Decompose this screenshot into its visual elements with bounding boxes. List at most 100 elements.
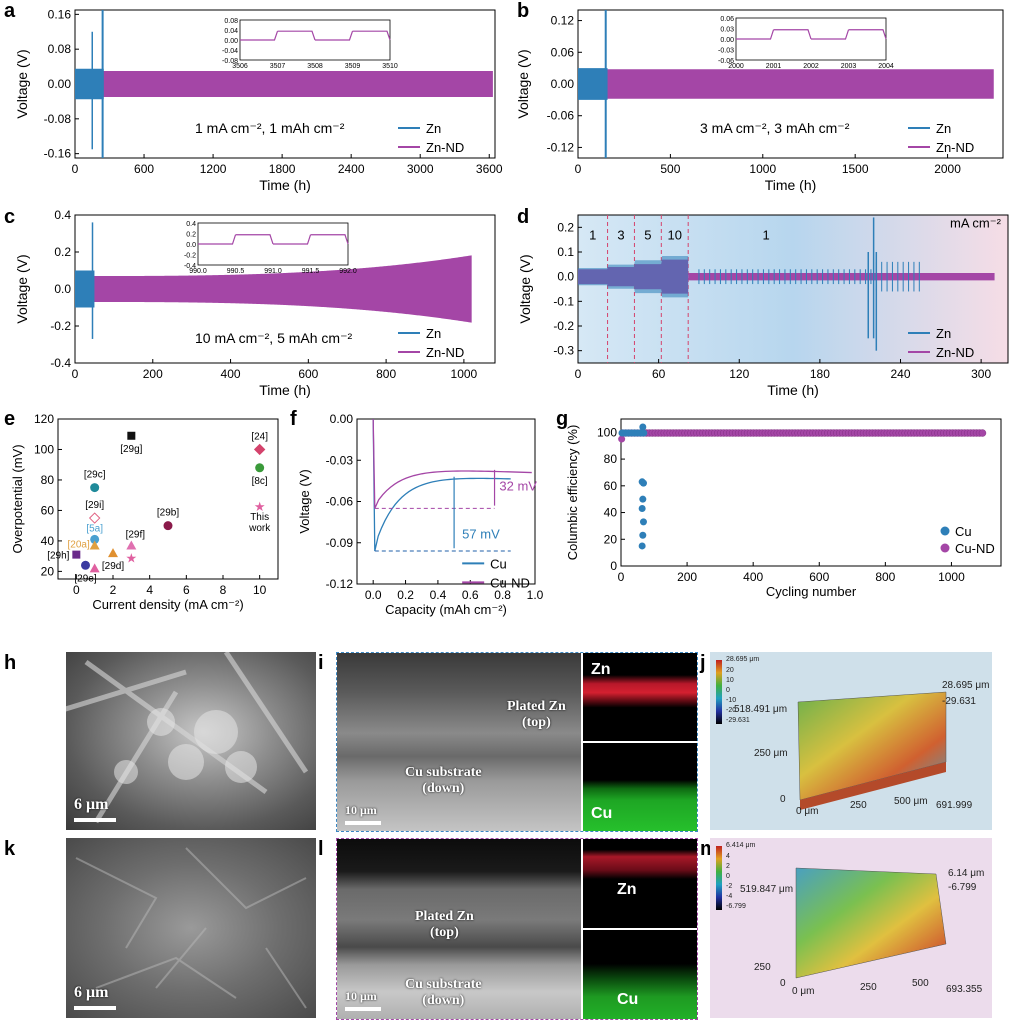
legend-label: Cu-ND xyxy=(955,541,995,556)
panel-label-a: a xyxy=(4,0,16,22)
eds-label-i-cu: Cu xyxy=(591,805,613,822)
label-j-zmax: 28.695 μm xyxy=(942,680,990,691)
data-point xyxy=(90,534,100,544)
x-tick-label: 120 xyxy=(729,367,749,381)
label-i-top: Plated Zn (top) xyxy=(507,699,566,730)
y-axis-label: Voltage (V) xyxy=(14,49,30,118)
inset-x-tick: 992.0 xyxy=(339,268,357,275)
eds-label-l-cu: Cu xyxy=(617,991,639,1008)
y-tick-label: -0.12 xyxy=(326,577,354,591)
series-zn-nd-band xyxy=(578,69,994,99)
y-tick-label: 0.06 xyxy=(551,45,575,59)
label-j-y: 518.491 μm xyxy=(734,704,788,715)
y-tick-label: 0.2 xyxy=(54,245,71,259)
inset-x-tick: 2003 xyxy=(841,63,857,70)
chart-c: 0 200 400 600 800 1000 0.4 0.2 0.0 -0.2 -0.4 Time (… xyxy=(14,208,496,398)
y-tick-label: 80 xyxy=(41,473,55,487)
data-point xyxy=(255,463,265,473)
x-tick-label: 8 xyxy=(220,583,227,597)
label-m-o: 0 xyxy=(780,978,786,989)
point-label: [29b] xyxy=(157,508,179,519)
y-tick-label: -0.2 xyxy=(553,319,574,333)
y-axis-label: Voltage (V) xyxy=(14,254,30,323)
x-tick-label: 0 xyxy=(575,367,582,381)
data-point: ★ xyxy=(254,499,266,514)
ce-point-cu xyxy=(639,495,647,503)
ce-point-cu-nd xyxy=(618,435,626,443)
cb-label-m-2: 2 xyxy=(726,863,730,870)
scale-label-l: 10 μm xyxy=(345,989,377,1003)
inset-y-tick: 0.4 xyxy=(186,221,196,228)
y-tick-label: -0.06 xyxy=(547,109,575,123)
point-label: [29f] xyxy=(126,529,146,540)
x-tick-label: 600 xyxy=(809,570,829,584)
x-tick-label: 400 xyxy=(221,367,241,381)
rate-label: 5 xyxy=(644,228,651,243)
label-j-o: 0 xyxy=(780,794,786,805)
point-label: [20a] xyxy=(68,539,90,550)
x-tick-label: 1200 xyxy=(200,162,227,176)
inset-y-tick: 0.08 xyxy=(224,18,238,25)
inset-y-tick: 0.00 xyxy=(224,38,238,45)
label-m-x1: 250 xyxy=(860,982,877,993)
scale-bar-k xyxy=(74,1006,116,1010)
eds-map-i-zn xyxy=(583,653,697,741)
cb-label-j-0: 28.695 μm xyxy=(726,656,760,663)
panel-label-j: j xyxy=(700,652,706,674)
inset-y-tick: -0.04 xyxy=(222,48,238,55)
panel-label-i: i xyxy=(318,652,324,674)
sem-image-l: Plated Zn (top) Cu substrate (down) 10 μ… xyxy=(336,838,698,1020)
x-tick-label: 2 xyxy=(110,583,117,597)
colorbar-m xyxy=(716,846,722,910)
label-i-down: Cu substrate (down) xyxy=(405,765,482,796)
point-label: [29i] xyxy=(85,500,104,511)
y-tick-label: 0.16 xyxy=(48,7,72,21)
inset-y-tick: 0.04 xyxy=(224,28,238,35)
legend-label: Zn xyxy=(936,121,951,136)
x-tick-label: 1000 xyxy=(451,367,478,381)
inset-line xyxy=(736,29,887,40)
y-tick-label: 0.00 xyxy=(551,77,575,91)
x-tick-label: 0.0 xyxy=(365,588,382,602)
inset-x-tick: 2004 xyxy=(878,63,894,70)
y-tick-label: 100 xyxy=(597,425,617,439)
inset-y-tick: -0.03 xyxy=(718,48,734,55)
y-tick-label: 0.4 xyxy=(54,208,71,222)
inset-y-tick: -0.2 xyxy=(184,253,196,260)
legend-label: Zn xyxy=(426,326,441,341)
y-axis-label: Voltage (V) xyxy=(515,49,531,118)
y-tick-label: -0.1 xyxy=(553,294,574,308)
ce-point-cu xyxy=(638,478,646,486)
scale-bar-h xyxy=(74,818,116,822)
data-point xyxy=(88,512,101,524)
chart-f: 0.0 0.2 0.4 0.6 0.8 1.0 0.00 -0.03 -0.06 -0.09 -0.… xyxy=(297,412,544,617)
x-tick-label: 800 xyxy=(376,367,396,381)
label-m-x3: 693.355 xyxy=(946,984,983,995)
inset-y-tick: 0.0 xyxy=(186,242,196,249)
point-label: [29h] xyxy=(47,551,69,562)
inset-x-tick: 2001 xyxy=(766,63,782,70)
legend-label: Cu-ND xyxy=(490,575,530,590)
x-tick-label: 0.4 xyxy=(430,588,447,602)
point-label: [29d] xyxy=(102,561,124,572)
x-tick-label: 240 xyxy=(890,367,910,381)
cb-label-m-4: -2 xyxy=(726,883,733,890)
x-tick-label: 3000 xyxy=(407,162,434,176)
legend-label: Zn-ND xyxy=(936,140,974,155)
inset-y-tick: -0.06 xyxy=(718,58,734,65)
inset-x-tick: 2000 xyxy=(728,63,744,70)
eds-label-i-zn: Zn xyxy=(591,661,611,678)
inset-y-tick: 0.06 xyxy=(720,16,734,23)
series-zn-band xyxy=(75,68,104,100)
ce-point-cu-nd xyxy=(978,429,987,437)
label-j-x3: 691.999 xyxy=(936,800,973,811)
rate-label: 10 xyxy=(668,228,682,243)
y-tick-label: -0.2 xyxy=(50,319,71,333)
x-tick-label: 2000 xyxy=(934,162,961,176)
chart-b: 0 500 1000 1500 2000 0.12 0.06 0.00 -0.06 -0.12 Ti… xyxy=(515,9,1004,193)
x-axis-label: Current density (mA cm⁻²) xyxy=(92,597,243,612)
point-label: This xyxy=(250,512,269,523)
label-j-x1: 250 xyxy=(850,800,867,811)
legend-marker xyxy=(940,543,950,553)
panel-label-e: e xyxy=(4,408,16,430)
